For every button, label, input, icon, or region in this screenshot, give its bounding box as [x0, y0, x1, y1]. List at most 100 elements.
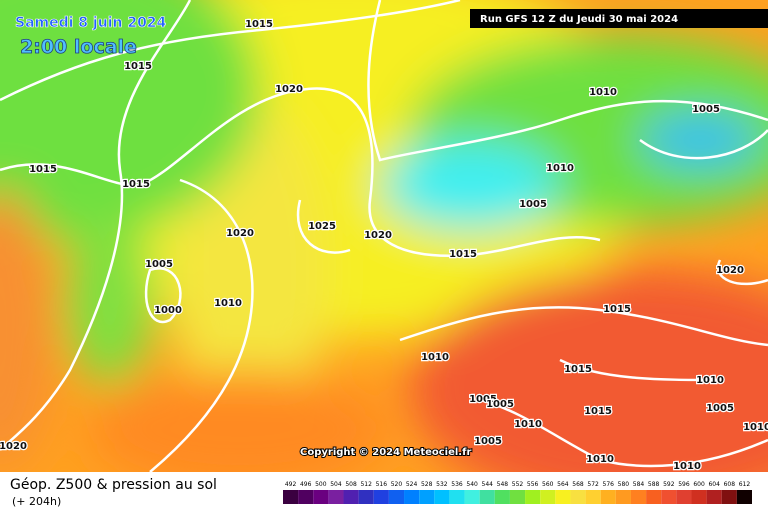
scale-swatch [676, 490, 692, 504]
scale-label: 564 [557, 481, 569, 488]
scale-label: 536 [451, 481, 463, 488]
scale-swatch [736, 490, 752, 504]
scale-label: 540 [466, 481, 478, 488]
scale-swatch [630, 490, 647, 504]
isobar-label: 1010 [514, 419, 542, 430]
isobar-label: 1010 [546, 163, 574, 174]
scale-swatch [313, 490, 329, 504]
isobar-label: 1005 [145, 259, 173, 270]
isobar-label: 1015 [245, 19, 273, 30]
scale-label: 588 [648, 481, 660, 488]
scale-swatch [509, 490, 526, 504]
isobar-label: 1010 [673, 461, 701, 472]
isobar-label: 1005 [706, 403, 734, 414]
scale-label: 576 [603, 481, 615, 488]
scale-swatch [691, 490, 707, 504]
isobar-label: 1010 [421, 352, 449, 363]
run-box [470, 9, 768, 28]
scale-label: 528 [421, 481, 433, 488]
footer-lead: (+ 204h) [12, 495, 61, 508]
scale-swatch [479, 490, 495, 504]
scale-label: 500 [315, 481, 327, 488]
isobar-label: 1020 [226, 228, 254, 239]
isobar-label: 1025 [308, 221, 336, 232]
copyright: Copyright © 2024 Meteociel.fr [300, 447, 471, 458]
scale-swatch [298, 490, 314, 504]
scale-label: 544 [482, 481, 494, 488]
scale-swatch [449, 490, 465, 504]
isobar-label: 1010 [586, 454, 614, 465]
isobar-label: 1010 [743, 422, 768, 433]
scale-label: 508 [345, 481, 357, 488]
isobar-label: 1015 [584, 406, 612, 417]
scale-label: 600 [693, 481, 705, 488]
scale-swatch [615, 490, 631, 504]
isobar-label: 1020 [0, 441, 27, 452]
isobar-label: 1005 [486, 399, 514, 410]
scale-swatch [555, 490, 571, 504]
isobar-label: 1015 [124, 61, 152, 72]
isobar-label: 1015 [449, 249, 477, 260]
isobar-label: 1010 [696, 375, 724, 386]
scale-swatch [404, 490, 420, 504]
isobar-label: 1020 [275, 84, 303, 95]
date-title: Samedi 8 juin 2024 [15, 15, 167, 31]
isobar-label: 1015 [122, 179, 150, 190]
scale-swatch [600, 490, 616, 504]
isobar-label: 1015 [564, 364, 592, 375]
scale-label: 584 [633, 481, 645, 488]
isobar-label: 1015 [29, 164, 57, 175]
scale-label: 604 [708, 481, 720, 488]
footer-title: Géop. Z500 & pression au sol [10, 477, 217, 493]
isobar-label: 1005 [519, 199, 547, 210]
scale-swatch [328, 490, 344, 504]
scale-label: 560 [542, 481, 554, 488]
scale-swatch [706, 490, 722, 504]
scale-label: 580 [618, 481, 630, 488]
isobar-label: 1015 [603, 304, 631, 315]
scale-swatch [358, 490, 374, 504]
isobar-label: 1005 [692, 104, 720, 115]
scale-swatch [646, 490, 662, 504]
scale-label: 492 [285, 481, 297, 488]
isobar-label: 1010 [214, 298, 242, 309]
isobar-label: 1000 [154, 305, 182, 316]
scale-label: 572 [587, 481, 599, 488]
scale-swatch [585, 490, 601, 504]
scale-label: 552 [512, 481, 524, 488]
scale-label: 608 [724, 481, 736, 488]
scale-swatch [434, 490, 450, 504]
scale-label: 516 [376, 481, 388, 488]
scale-label: 556 [527, 481, 539, 488]
scale-label: 512 [360, 481, 372, 488]
scale-swatch [464, 490, 480, 504]
scale-swatch [525, 490, 541, 504]
scale-label: 568 [572, 481, 584, 488]
scale-swatch [661, 490, 677, 504]
run-info: Run GFS 12 Z du Jeudi 30 mai 2024 [480, 14, 678, 25]
scale-label: 612 [739, 481, 751, 488]
scale-label: 504 [330, 481, 342, 488]
scale-swatch [283, 490, 299, 504]
scale-swatch [343, 490, 359, 504]
scale-label: 548 [497, 481, 509, 488]
scale-swatch [419, 490, 435, 504]
scale-label: 524 [406, 481, 418, 488]
scale-swatch [388, 490, 405, 504]
isobar-label: 1020 [716, 265, 744, 276]
isobar-label: 1005 [474, 436, 502, 447]
scale-swatch [494, 490, 510, 504]
scale-label: 496 [300, 481, 312, 488]
scale-label: 532 [436, 481, 448, 488]
isobar-label: 1020 [364, 230, 392, 241]
scale-label: 596 [678, 481, 690, 488]
scale-label: 592 [663, 481, 675, 488]
scale-swatch [540, 490, 556, 504]
scale-label: 520 [391, 481, 403, 488]
scale-swatch [373, 490, 389, 504]
scale-swatch [721, 490, 737, 504]
time-title: 2:00 locale [20, 36, 137, 58]
